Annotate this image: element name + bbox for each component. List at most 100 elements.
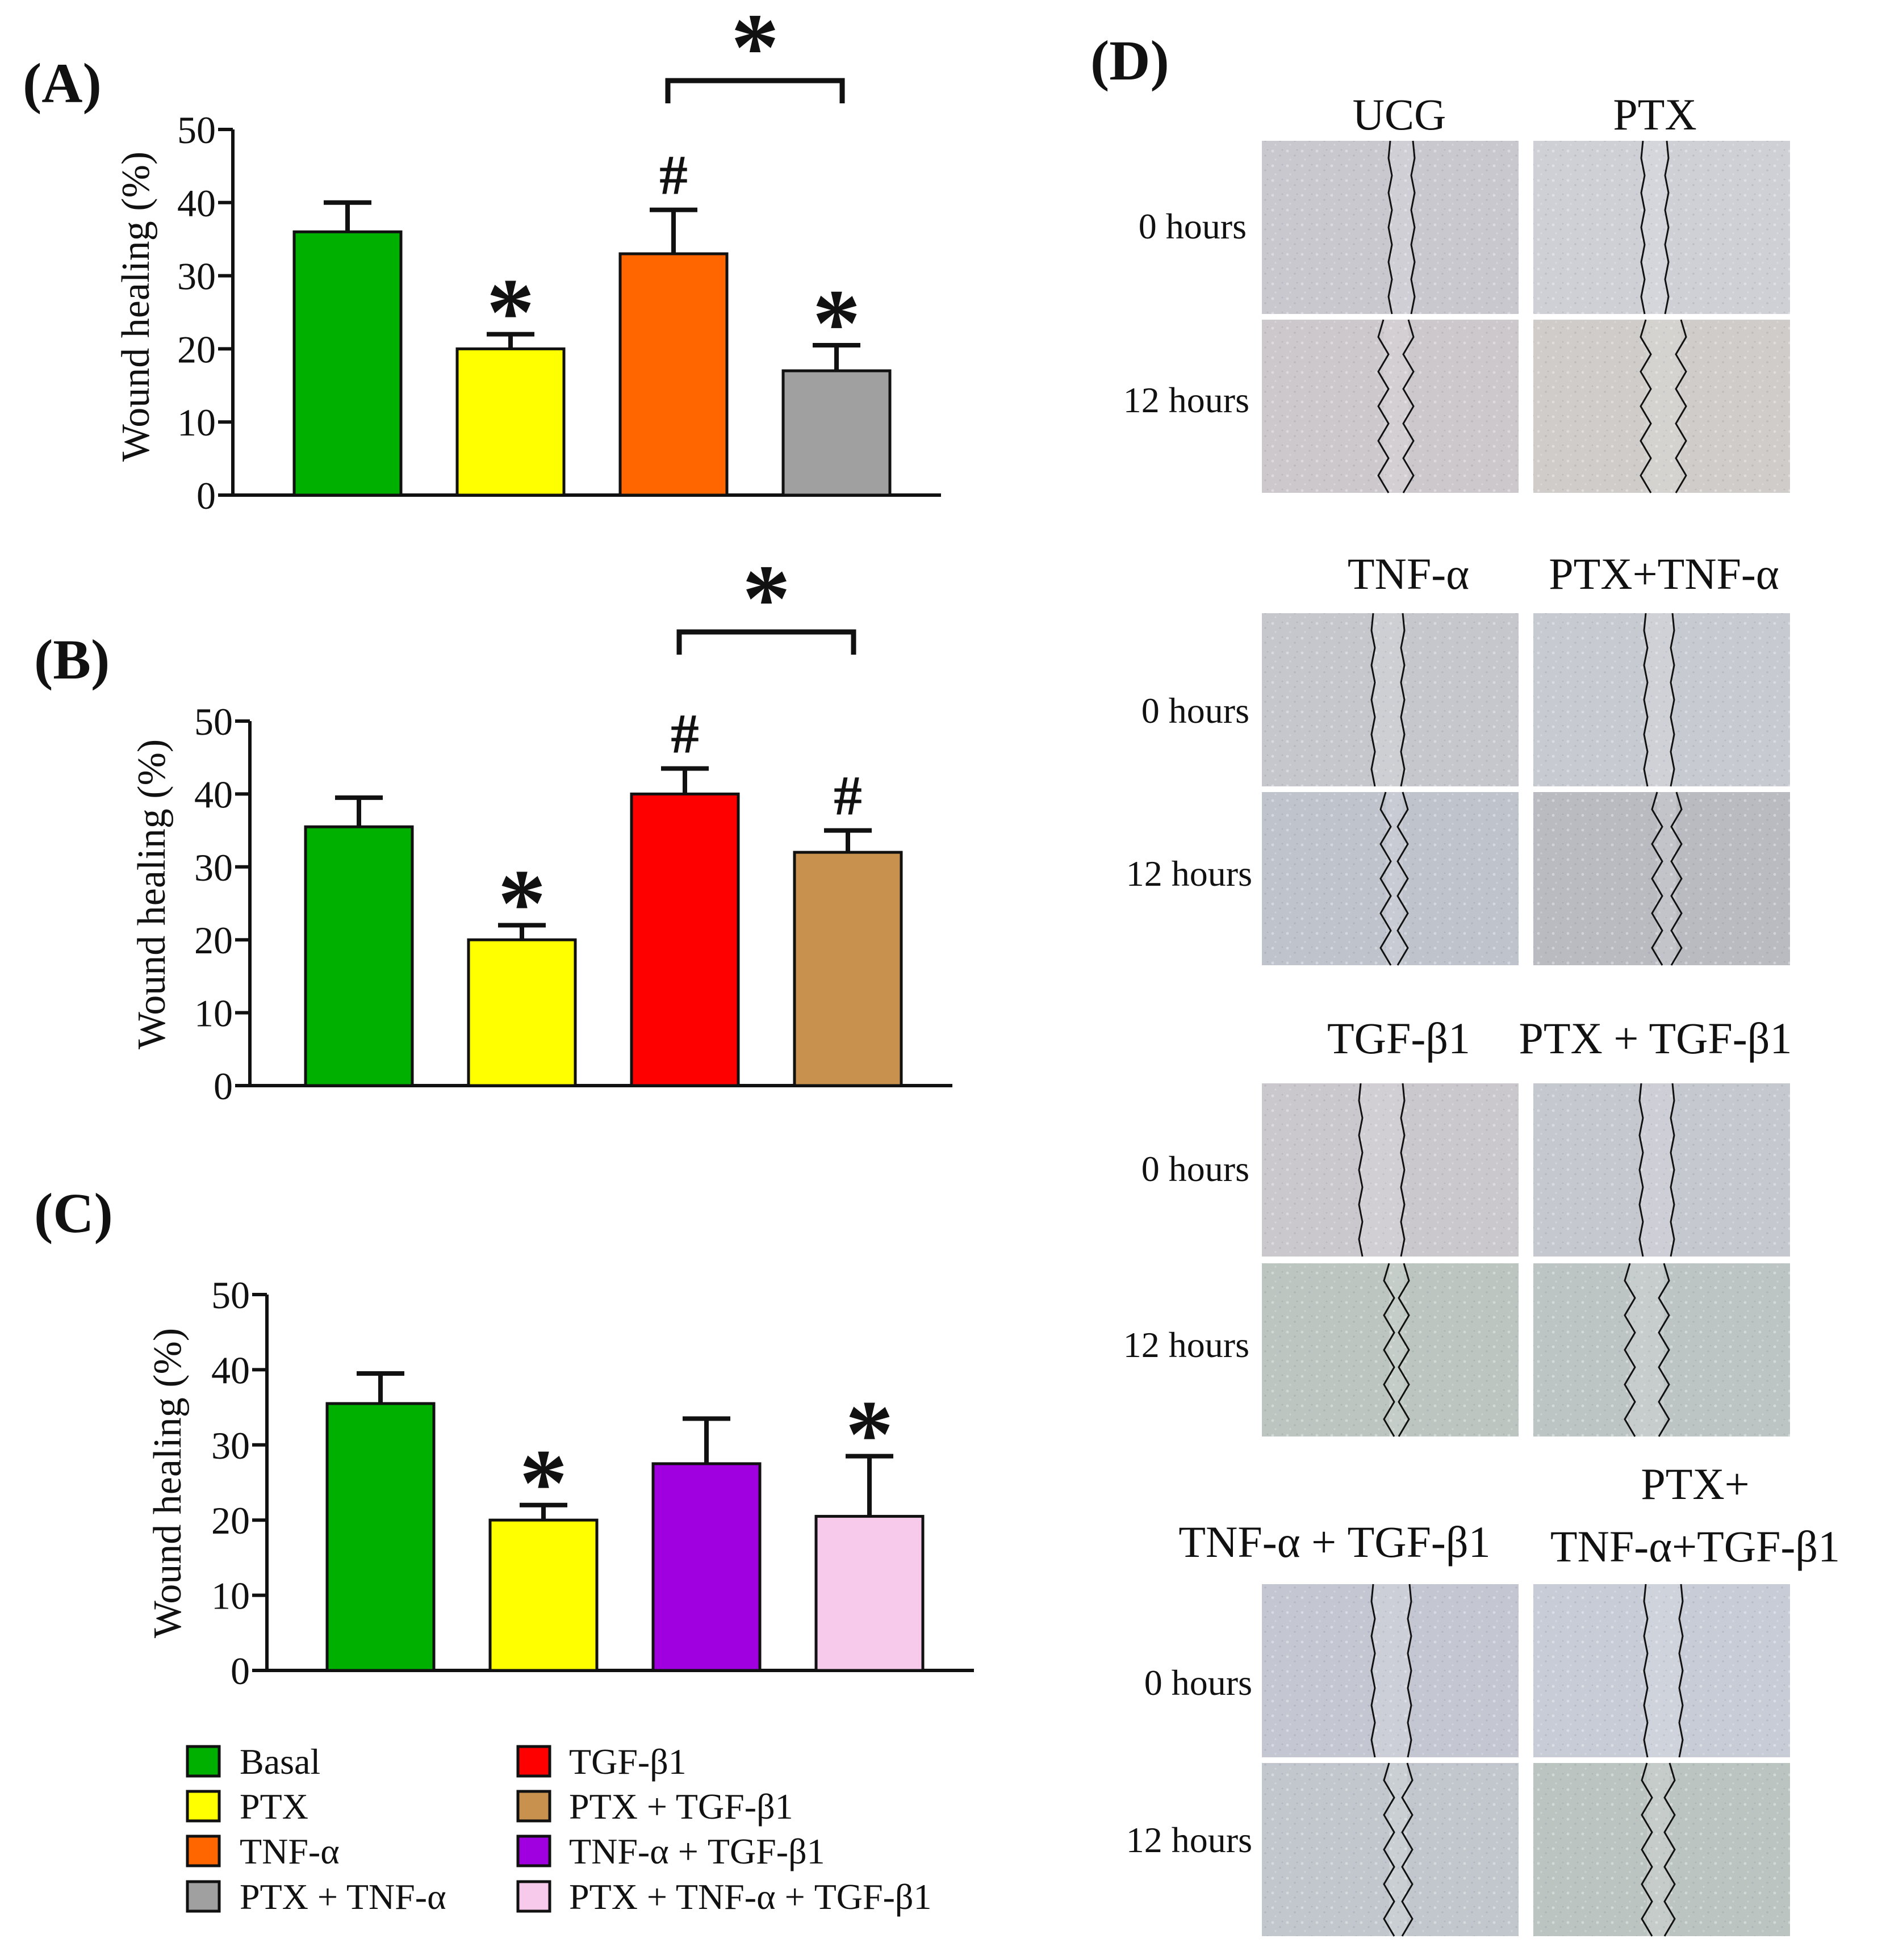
microscopy-image [1262, 1584, 1519, 1758]
image-cell-texture [1533, 1763, 1790, 1936]
wound-edge-line [1638, 1083, 1644, 1257]
y-tick-label: 40 [194, 773, 233, 816]
panel-d-row-label-12h: 12 hours [1126, 1820, 1252, 1860]
comparison-bracket [676, 629, 856, 655]
panel-d-row-label-0h: 0 hours [1141, 690, 1249, 731]
bar [793, 851, 903, 1087]
legend-swatch [186, 1745, 221, 1778]
legend-label: TNF-α [240, 1831, 340, 1871]
microscopy-image [1262, 1083, 1519, 1257]
image-cell-texture [1533, 792, 1790, 965]
wound-gap [1646, 1584, 1681, 1757]
significance-mark: * [813, 270, 861, 376]
legend-label: PTX + TNF-α [240, 1877, 446, 1917]
legend-label: Basal [240, 1741, 320, 1782]
wound-edge-line [1624, 1263, 1636, 1437]
microscopy-image [1533, 791, 1790, 966]
y-tick-label: 40 [211, 1348, 250, 1392]
panel-d-col-label-ptx-tnf-tgf-line1: PTX+ [1641, 1459, 1749, 1509]
bar-charts-abc: (A) Wound healing (%) 0 10 20 30 40 50 * # * * (B) Wo… [23, 0, 974, 1693]
y-tick-label: 0 [196, 474, 216, 517]
panel-d-row-label-12h: 12 hours [1123, 1325, 1249, 1365]
bar [488, 1518, 599, 1672]
significance-mark: # [834, 764, 862, 827]
chart-panel: (B) Wound healing (%) 0 10 20 30 40 50 * # # * [34, 545, 952, 1108]
microscopy-image [1533, 613, 1790, 787]
image-cell-texture [1262, 320, 1519, 493]
bar [630, 792, 740, 1087]
wound-gap [1373, 1584, 1410, 1757]
significance-mark: * [498, 850, 546, 957]
microscopy-image [1533, 1584, 1790, 1758]
bracket-significance-mark: * [742, 545, 791, 652]
legend-swatch [516, 1745, 551, 1778]
microscopy-image [1533, 1762, 1790, 1937]
wound-edge-line [1670, 1083, 1675, 1257]
bar [618, 252, 729, 497]
wound-edge-line [1410, 140, 1416, 315]
legend-label: PTX + TGF-β1 [569, 1786, 793, 1827]
wound-gap [1361, 1083, 1403, 1257]
wound-gap [1643, 141, 1667, 314]
significance-mark: * [487, 259, 535, 366]
bar [651, 1462, 762, 1672]
wound-edge-line [1658, 1263, 1670, 1437]
y-tick-label: 10 [177, 401, 216, 444]
panel-d-col-label-tnf: TNF-α [1348, 549, 1469, 598]
microscopy-image [1262, 319, 1519, 493]
y-tick-label: 50 [211, 1274, 250, 1317]
panel-d-row-label-0h: 0 hours [1139, 206, 1247, 246]
microscopy-image [1262, 1762, 1519, 1937]
wound-edge-line [1670, 613, 1675, 787]
wound-edge-line [1640, 319, 1652, 493]
wound-edge-line [1640, 140, 1646, 315]
wound-edge-line [1387, 140, 1393, 315]
wound-edge-line [1670, 791, 1683, 966]
bar [325, 1402, 436, 1672]
y-tick-label: 0 [231, 1649, 250, 1693]
chart-panel: (A) Wound healing (%) 0 10 20 30 40 50 * # * * [23, 0, 941, 517]
y-tick-label: 20 [177, 328, 216, 371]
microscopy-image [1533, 1263, 1790, 1437]
panel-d-row-label-12h: 12 hours [1126, 853, 1252, 894]
bracket-significance-mark: * [731, 0, 779, 100]
panel-d-row-label-0h: 0 hours [1141, 1149, 1249, 1189]
bar [304, 825, 414, 1087]
wound-edge-line [1400, 613, 1406, 787]
panel-label-d: (D) [1090, 29, 1169, 92]
wound-edge-line [1358, 1083, 1364, 1257]
bar [814, 1515, 925, 1672]
legend-label: TGF-β1 [569, 1741, 687, 1782]
wound-edge-line [1675, 319, 1687, 493]
bar [781, 369, 892, 497]
wound-edge-line [1383, 1762, 1395, 1937]
microscopy-image [1262, 1263, 1519, 1437]
wound-gap [1389, 1263, 1404, 1437]
wound-edge-line [1643, 1584, 1649, 1758]
wound-edge-line [1641, 1762, 1653, 1937]
y-axis-label: Wound healing (%) [130, 739, 174, 1049]
legend-swatch [186, 1790, 221, 1823]
microscopy-image [1262, 791, 1519, 966]
wound-gap [1647, 1763, 1670, 1936]
panel-label: (B) [34, 628, 110, 691]
image-cell-texture [1533, 141, 1790, 314]
wound-gap [1386, 792, 1403, 965]
wound-edge-line [1401, 1762, 1414, 1937]
wound-edge-line [1643, 613, 1649, 787]
wound-gap [1657, 792, 1676, 965]
legend-swatch [516, 1835, 551, 1867]
y-axis-label: Wound healing (%) [146, 1328, 190, 1638]
significance-mark: # [659, 144, 688, 207]
panel-d: (D) UCG PTX 0 hours 12 hours TNF-α PTX+T… [1090, 29, 1840, 1937]
microscopy-image [1533, 319, 1790, 493]
y-tick-label: 10 [194, 992, 233, 1035]
image-cell-texture [1533, 1083, 1790, 1257]
wound-edge-line [1664, 140, 1670, 315]
y-tick-label: 30 [211, 1424, 250, 1467]
microscopy-image [1533, 1083, 1790, 1257]
wound-edge-line [1678, 1584, 1684, 1758]
y-tick-label: 0 [214, 1065, 233, 1108]
